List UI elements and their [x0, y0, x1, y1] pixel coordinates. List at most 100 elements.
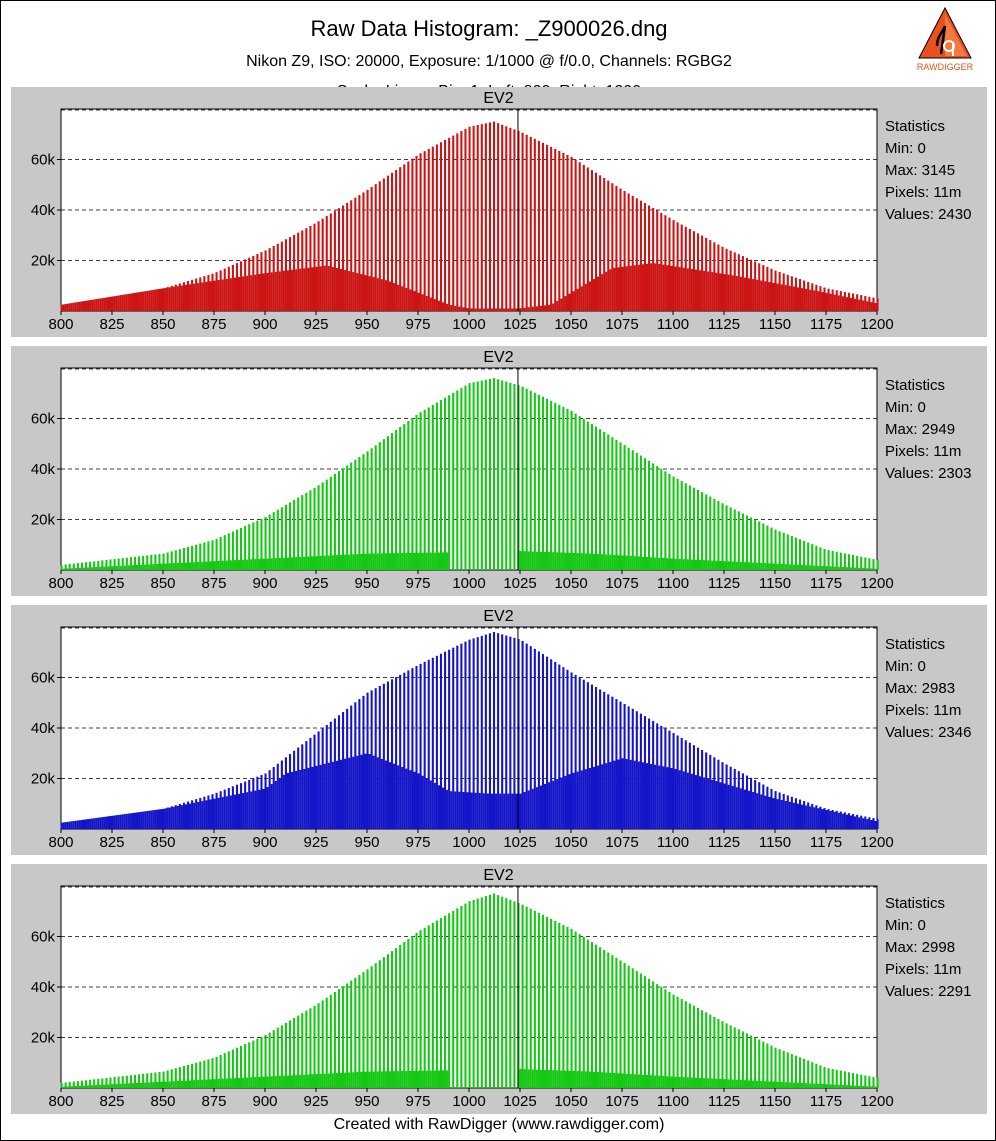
histogram-bar [235, 1047, 239, 1088]
histogram-bar [270, 784, 273, 829]
histogram-bar [362, 695, 365, 829]
histogram-bar [774, 791, 777, 829]
histogram-bar [766, 266, 769, 311]
histogram-bar [562, 152, 565, 311]
histogram-bar [166, 1070, 169, 1088]
histogram-bar [372, 277, 375, 311]
histogram-bar [427, 407, 430, 570]
histogram-bar [723, 783, 726, 829]
histogram-bar [274, 558, 277, 570]
histogram-bar [270, 1076, 273, 1088]
histogram-bar [168, 807, 171, 829]
histogram-bar [664, 215, 667, 311]
histogram-bar [189, 803, 192, 829]
histogram-bar [590, 424, 593, 570]
histogram-bar [284, 239, 287, 311]
histogram-bar [537, 912, 540, 1088]
histogram-bar [631, 450, 634, 570]
histogram-bar [811, 803, 814, 829]
histogram-bar [138, 812, 141, 829]
histogram-bar [580, 770, 583, 829]
histogram-bar [111, 296, 114, 311]
histogram-bar [307, 767, 310, 829]
histogram-bar [819, 547, 822, 570]
histogram-bar [168, 563, 171, 570]
histogram-bar [393, 283, 396, 311]
histogram-bar [184, 562, 188, 570]
histogram-bar [121, 814, 124, 829]
histogram-bar [215, 538, 218, 570]
histogram-bar [756, 279, 759, 311]
histogram-bar [733, 252, 736, 311]
histogram-bar [446, 552, 449, 570]
histogram-bar [213, 1079, 216, 1088]
histogram-bar [735, 787, 738, 829]
histogram-bar [584, 283, 587, 311]
histogram-bar [505, 126, 508, 312]
histogram-bar [737, 771, 740, 829]
histogram-bar [817, 808, 820, 829]
histogram-bar [692, 231, 695, 311]
histogram-bar [492, 378, 496, 570]
histogram-bar [539, 785, 542, 829]
histogram-bar [546, 656, 549, 829]
histogram-bar [315, 266, 318, 311]
histogram-bar [127, 813, 130, 829]
histogram-bar [674, 769, 677, 829]
histogram-bar [854, 816, 857, 829]
histogram-bar [484, 896, 487, 1088]
histogram-bar [576, 771, 579, 829]
histogram-bar [472, 382, 475, 570]
histogram-bar [240, 261, 243, 311]
histogram-bar [113, 559, 116, 570]
histogram-bar [835, 810, 838, 829]
histogram-bar [454, 305, 457, 311]
histogram-bar [101, 560, 104, 570]
histogram-bar [103, 1084, 106, 1088]
histogram-bar [76, 820, 79, 829]
histogram-bar [368, 276, 371, 311]
histogram-bar [856, 1073, 859, 1088]
histogram-bar [672, 476, 675, 570]
histogram-bar [735, 1079, 738, 1088]
histogram-bar [421, 775, 424, 829]
histogram-bar [97, 560, 100, 570]
histogram-bar [729, 766, 732, 829]
histogram-bar [164, 287, 167, 311]
histogram-bar [186, 1064, 190, 1088]
histogram-bar [519, 793, 522, 829]
histogram-bar [362, 192, 365, 311]
histogram-bar [849, 297, 853, 311]
histogram-bar [696, 233, 700, 311]
histogram-bar [101, 298, 104, 311]
histogram-bar [658, 765, 661, 829]
histogram-bar [664, 471, 667, 570]
histogram-bar [195, 278, 198, 311]
histogram-bar [790, 276, 793, 311]
histogram-bar [280, 241, 283, 311]
histogram-bar [80, 819, 83, 829]
histogram-bar [507, 308, 510, 311]
histogram-bar [111, 815, 114, 829]
histogram-bar [849, 815, 853, 829]
histogram-bar [866, 301, 869, 311]
x-tick-label: 1125 [708, 575, 740, 592]
chart-subtitle: Nikon Z9, ISO: 20000, Exposure: 1/1000 @… [246, 53, 732, 70]
histogram-bar [660, 986, 663, 1088]
histogram-bar [205, 561, 208, 570]
x-tick-label: 925 [303, 1093, 328, 1110]
histogram-bar [829, 566, 832, 570]
histogram-bar [60, 564, 63, 570]
histogram-bar [735, 561, 738, 570]
histogram-bar [597, 553, 600, 570]
histogram-bar [193, 1080, 196, 1088]
histogram-bar [586, 939, 589, 1088]
histogram-bar [441, 552, 445, 570]
histogram-bar [741, 256, 744, 311]
histogram-bar [737, 254, 740, 311]
x-tick-label: 1200 [860, 1093, 893, 1110]
y-tick-label: 20k [31, 512, 56, 529]
histogram-bar [331, 267, 334, 311]
histogram-bar [246, 559, 249, 570]
